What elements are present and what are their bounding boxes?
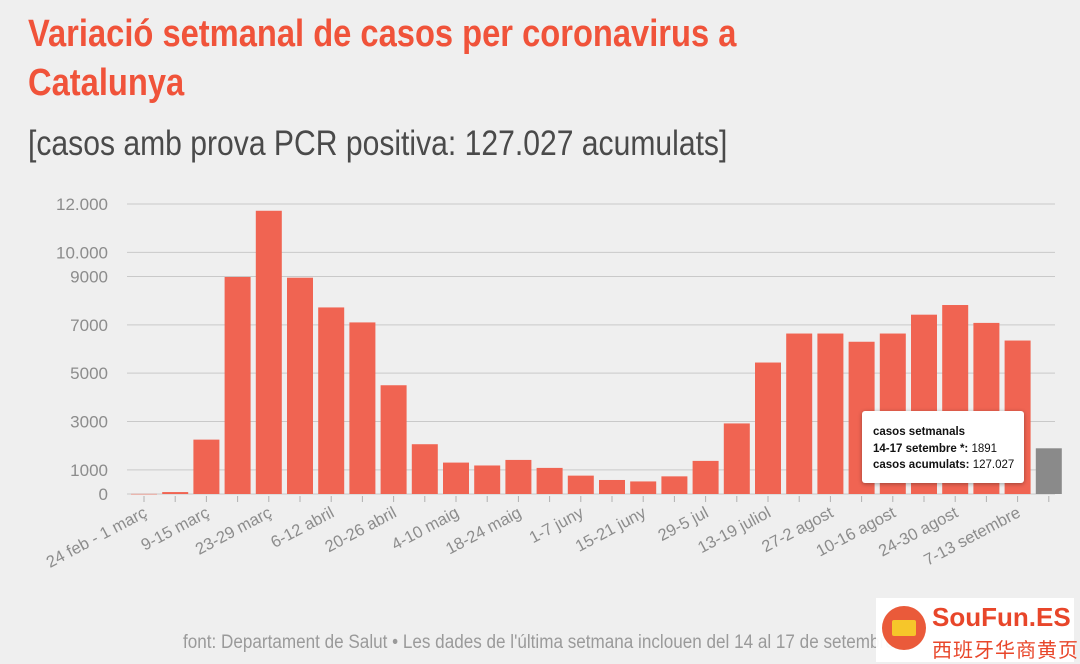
- soufun-logo-icon: [882, 606, 926, 650]
- bar[interactable]: [630, 481, 657, 494]
- watermark-brand: SouFun.ES: [932, 602, 1071, 632]
- bar[interactable]: [599, 479, 625, 494]
- y-tick-label: 5000: [70, 364, 108, 383]
- bar[interactable]: [723, 423, 750, 494]
- bar[interactable]: [786, 333, 813, 494]
- bar[interactable]: [224, 276, 251, 494]
- bar[interactable]: [474, 465, 501, 494]
- y-tick-label: 9000: [70, 268, 108, 287]
- soufun-watermark: SouFun.ES 西班牙华商黄页: [876, 598, 1078, 662]
- y-axis: 0 1000 3000 5000 7000 9000 10.000 12.000: [56, 195, 108, 504]
- x-tick-label: 15-21 juny: [573, 503, 650, 555]
- tooltip-week-label: 14-17 setembre *:: [873, 442, 969, 455]
- x-tick-label: 24 feb - 1 març: [43, 504, 149, 572]
- bar[interactable]: [443, 462, 469, 494]
- y-tick-label: 7000: [70, 316, 108, 335]
- bar[interactable]: [131, 493, 157, 495]
- bar[interactable]: [162, 492, 189, 494]
- tooltip-heading: casos setmanals: [873, 426, 966, 438]
- bar[interactable]: [692, 460, 719, 494]
- bar[interactable]: [287, 277, 313, 494]
- bar[interactable]: [567, 475, 594, 494]
- chart-subtitle: [casos amb prova PCR positiva: 127.027 a…: [28, 124, 728, 163]
- bar[interactable]: [380, 385, 407, 494]
- bar[interactable]: [817, 333, 844, 494]
- tooltip-total-value: 127.027: [972, 459, 1015, 471]
- bar[interactable]: [661, 476, 688, 494]
- bar[interactable]: [255, 210, 282, 494]
- bar[interactable]: [193, 439, 220, 494]
- y-tick-label: 12.000: [56, 195, 108, 214]
- bar[interactable]: [349, 322, 376, 494]
- y-tick-label: 10.000: [56, 243, 108, 262]
- bar[interactable]: [536, 467, 563, 494]
- watermark-subtitle: 西班牙华商黄页: [932, 640, 1079, 662]
- y-tick-label: 1000: [70, 461, 108, 480]
- bar[interactable]: [318, 307, 345, 494]
- source-footer: font: Departament de Salut • Les dades d…: [183, 632, 895, 653]
- y-tick-label: 0: [99, 485, 108, 504]
- tooltip-week-value: 1891: [971, 442, 998, 455]
- y-tick-label: 3000: [70, 413, 108, 432]
- bar[interactable]: [411, 444, 438, 494]
- bar[interactable]: [755, 362, 781, 494]
- bar[interactable]: [1035, 448, 1062, 494]
- chart-tooltip: casos setmanals 14-17 setembre *: 1891 c…: [862, 411, 1024, 483]
- chart-title: Variació setmanal de casos per coronavir…: [28, 13, 737, 104]
- bar[interactable]: [505, 459, 532, 494]
- x-tick-label: 20-26 abril: [322, 504, 399, 556]
- tooltip-total-label: casos acumulats:: [873, 459, 970, 471]
